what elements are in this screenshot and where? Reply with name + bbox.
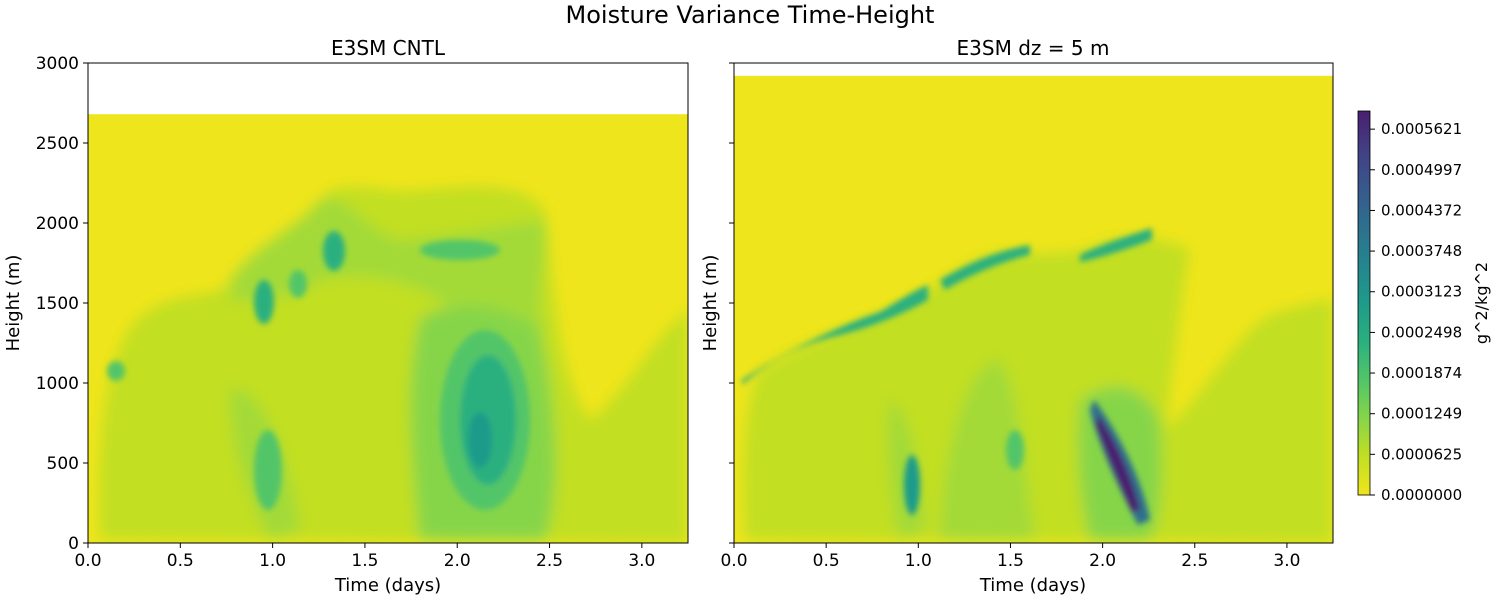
- contour-day1-5-core: [1006, 430, 1024, 470]
- contour-day2-core: [468, 412, 492, 468]
- x-tick-label: 2.5: [536, 551, 563, 571]
- contour-pbl-top-band: [230, 198, 546, 330]
- contour-pbl-1.15: [289, 270, 307, 298]
- panel-left-field: [88, 114, 688, 543]
- x-tick-label: 1.0: [905, 551, 932, 571]
- colorbar-tick-label: 0.0001249: [1381, 405, 1462, 423]
- panel-right-x-axis: 0.0 0.5 1.0 1.5 2.0 2.5 3.0: [720, 543, 1300, 571]
- y-tick-label: 0: [68, 534, 79, 554]
- panel-right-ylabel: Height (m): [700, 255, 721, 352]
- x-tick-label: 3.0: [628, 551, 655, 571]
- panel-left-ylabel: Height (m): [3, 255, 24, 352]
- x-tick-label: 0.0: [74, 551, 101, 571]
- contour-day1-core: [254, 430, 282, 510]
- x-tick-label: 3.0: [1273, 551, 1300, 571]
- x-tick-label: 0.5: [167, 551, 194, 571]
- panel-right-y-axis: [729, 62, 734, 544]
- panel-right-field: [734, 75, 1333, 543]
- contour-pbl-1.35: [323, 231, 345, 271]
- colorbar-tick-label: 0.0003748: [1381, 242, 1462, 260]
- panel-left-x-axis: 0.0 0.5 1.0 1.5 2.0 2.5 3.0: [74, 543, 655, 571]
- panel-left-xlabel: Time (days): [334, 575, 441, 596]
- colorbar-tick-label: 0.0004997: [1381, 161, 1462, 179]
- contour-pbl-0.95: [254, 280, 274, 324]
- figure-suptitle: Moisture Variance Time-Height: [565, 1, 935, 29]
- contour-pbl-1.4: [940, 245, 1030, 290]
- x-tick-label: 2.0: [1089, 551, 1116, 571]
- contour-day1-5-outer: [940, 360, 1035, 540]
- y-tick-label: 2000: [36, 214, 79, 234]
- colorbar-tick-label: 0.0004372: [1381, 201, 1462, 219]
- contour-pbl-2.1: [1080, 228, 1152, 262]
- colorbar-label: g^2/kg^2: [1472, 262, 1491, 344]
- panel-left: E3SM CNTL: [3, 36, 689, 596]
- y-tick-label: 2500: [36, 134, 79, 154]
- y-tick-label: 500: [47, 454, 79, 474]
- contour-pbl-early: [107, 361, 125, 381]
- panel-right-xlabel: Time (days): [979, 575, 1086, 596]
- contour-day1-core: [904, 455, 920, 515]
- colorbar-tick-label: 0.0000625: [1381, 445, 1462, 463]
- panel-left-y-axis: 0 500 1000 1500 2000 2500 3000: [36, 54, 88, 554]
- x-tick-label: 0.0: [720, 551, 747, 571]
- colorbar-tick-label: 0.0005621: [1381, 120, 1462, 138]
- colorbar-tick-label: 0.0001874: [1381, 364, 1462, 382]
- contour-day2-peak: [1096, 415, 1140, 512]
- panel-left-title: E3SM CNTL: [331, 36, 446, 60]
- colorbar-gradient: [1357, 110, 1371, 496]
- x-tick-label: 2.0: [444, 551, 471, 571]
- x-tick-label: 1.5: [351, 551, 378, 571]
- panel-right: E3SM dz = 5 m: [700, 36, 1334, 596]
- colorbar-ticks: 0.0000000 0.0000625 0.0001249 0.0001874 0.00…: [1370, 120, 1462, 504]
- x-tick-label: 0.5: [813, 551, 840, 571]
- colorbar-tick-label: 0.0002498: [1381, 323, 1462, 341]
- contour-pbl-early: [742, 285, 928, 385]
- x-tick-label: 1.5: [997, 551, 1024, 571]
- y-tick-label: 3000: [36, 54, 79, 74]
- x-tick-label: 1.0: [259, 551, 286, 571]
- contour-pbl-band: [420, 240, 500, 260]
- colorbar: 0.0000000 0.0000625 0.0001249 0.0001874 0.00…: [1357, 110, 1491, 504]
- colorbar-tick-label: 0.0003123: [1381, 283, 1462, 301]
- y-tick-label: 1000: [36, 374, 79, 394]
- x-tick-label: 2.5: [1181, 551, 1208, 571]
- colorbar-tick-label: 0.0000000: [1381, 486, 1462, 504]
- panel-right-title: E3SM dz = 5 m: [957, 36, 1110, 60]
- y-tick-label: 1500: [36, 294, 79, 314]
